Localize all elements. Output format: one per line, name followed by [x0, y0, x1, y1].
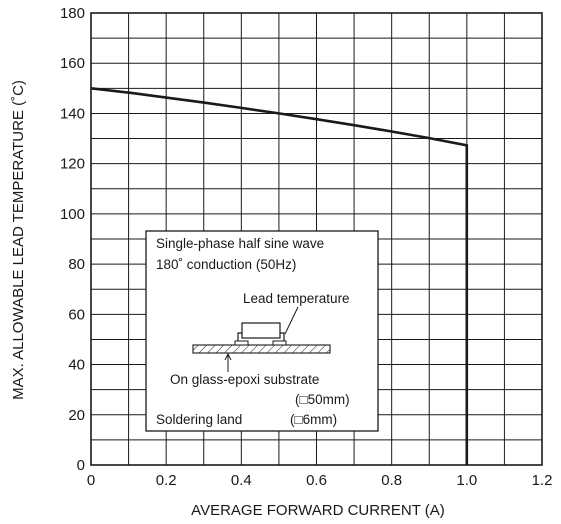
soldering-land-right: [272, 340, 287, 346]
x-tick-labels: 0 0.2 0.4 0.6 0.8 1.0 1.2: [87, 472, 553, 489]
package-lead-right: [280, 332, 285, 341]
y-tick-label: 80: [68, 256, 85, 273]
condition-line-2: 180˚ conduction (50Hz): [156, 257, 296, 272]
y-tick-label: 20: [68, 407, 85, 424]
series: [90, 87, 469, 465]
x-tick-label: 1.0: [456, 472, 477, 489]
series-line: [90, 87, 469, 465]
y-tick-label: 100: [60, 206, 85, 223]
package-lead-left: [237, 332, 242, 341]
condition-line-1: Single-phase half sine wave: [156, 236, 324, 251]
annotation-box: Single-phase half sine wave 180˚ conduct…: [145, 230, 379, 432]
lead-pointer-line: [284, 306, 299, 335]
x-axis-title: AVERAGE FORWARD CURRENT (A): [191, 502, 445, 519]
substrate-pointer-arrowhead: [224, 352, 232, 361]
y-tick-label: 40: [68, 357, 85, 374]
soldering-land-left: [234, 340, 249, 346]
package-body: [241, 322, 281, 339]
y-axis-title: MAX. ALLOWABLE LEAD TEMPERATURE (˚C): [10, 80, 27, 400]
x-tick-label: 0.2: [156, 472, 177, 489]
substrate-size: (□50mm): [295, 392, 350, 407]
y-tick-label: 0: [77, 457, 85, 474]
soldering-land-label: Soldering land: [156, 412, 242, 427]
x-tick-label: 0.6: [306, 472, 327, 489]
x-tick-label: 0.4: [231, 472, 252, 489]
x-tick-label: 1.2: [532, 472, 553, 489]
lead-temperature-label: Lead temperature: [243, 291, 350, 306]
y-tick-label: 160: [60, 55, 85, 72]
soldering-land-size: (□6mm): [290, 412, 337, 427]
x-tick-label: 0: [87, 472, 95, 489]
x-tick-label: 0.8: [381, 472, 402, 489]
plot-frame: [90, 12, 543, 466]
substrate-label: On glass-epoxi substrate: [170, 372, 319, 387]
y-tick-label: 120: [60, 156, 85, 173]
y-tick-label: 180: [60, 5, 85, 22]
substrate: [192, 344, 331, 354]
y-tick-labels: 0 20 40 60 80 100 120 140 160 180: [60, 5, 85, 474]
y-tick-label: 60: [68, 306, 85, 323]
y-tick-label: 140: [60, 105, 85, 122]
